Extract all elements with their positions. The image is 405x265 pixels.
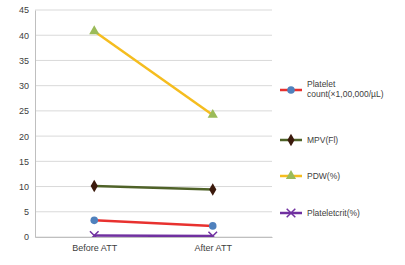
grid-line xyxy=(35,136,272,137)
x-tick: After ATT xyxy=(195,237,233,253)
y-tick: 5 xyxy=(24,207,35,217)
grid-line xyxy=(35,35,272,36)
legend-marker xyxy=(287,209,296,218)
series xyxy=(89,25,218,118)
legend-entry: MPV(Fl) xyxy=(280,134,338,146)
grid-line xyxy=(35,10,272,11)
series xyxy=(91,180,217,196)
y-tick: 45 xyxy=(19,5,35,15)
legend-marker xyxy=(286,170,296,179)
y-tick: 25 xyxy=(19,106,35,116)
y-tick: 35 xyxy=(19,56,35,66)
legend-label: MPV(Fl) xyxy=(307,135,338,145)
y-tick-label: 5 xyxy=(24,207,29,217)
legend: Plateletcount(×1,00,000/µL) MPV(Fl) PDW(%)… xyxy=(280,79,384,218)
y-tick-label: 20 xyxy=(19,131,29,141)
y-tick-label: 30 xyxy=(19,81,29,91)
y-tick-label: 40 xyxy=(19,31,29,41)
y-tick-label: 10 xyxy=(19,182,29,192)
y-tick-label: 15 xyxy=(19,157,29,167)
marker xyxy=(89,25,99,34)
y-tick: 0 xyxy=(24,232,35,242)
grid-line xyxy=(35,211,272,212)
plot-area: 0 5 10 15 20 25 30 35 40 45 Before ATT After ATT xyxy=(19,5,273,253)
chart: 0 5 10 15 20 25 30 35 40 45 Before ATT After ATT Pla… xyxy=(0,0,405,265)
x-tick: Before ATT xyxy=(72,237,117,253)
legend-marker xyxy=(287,86,295,94)
x-tick-label: After ATT xyxy=(195,243,233,253)
grid xyxy=(35,10,272,237)
grid-line xyxy=(35,110,272,111)
marker xyxy=(209,222,217,230)
x-axis: Before ATT After ATT xyxy=(36,237,273,253)
y-tick: 30 xyxy=(19,81,35,91)
legend-label: Plateletcrit(%) xyxy=(307,208,360,218)
line xyxy=(94,234,213,237)
y-tick-label: 25 xyxy=(19,106,29,116)
legend-label: PDW(%) xyxy=(307,171,340,181)
y-tick-label: 0 xyxy=(24,232,29,242)
marker xyxy=(90,231,99,237)
marker xyxy=(90,217,98,225)
series-group xyxy=(89,25,218,237)
series xyxy=(90,217,216,230)
line xyxy=(94,186,213,190)
grid-line xyxy=(35,60,272,61)
y-tick-label: 45 xyxy=(19,5,29,15)
marker xyxy=(208,109,218,118)
marker xyxy=(208,232,217,237)
line xyxy=(94,31,213,115)
y-tick: 15 xyxy=(19,157,35,167)
legend-marker xyxy=(287,134,294,146)
legend-label: Plateletcount(×1,00,000/µL) xyxy=(307,79,384,99)
y-axis-line xyxy=(35,11,36,238)
legend-entry: Plateletcount(×1,00,000/µL) xyxy=(280,79,384,99)
y-tick: 20 xyxy=(19,131,35,141)
line xyxy=(94,220,213,226)
x-tick-label: Before ATT xyxy=(72,243,117,253)
marker xyxy=(209,183,216,195)
legend-entry: PDW(%) xyxy=(280,170,340,181)
y-tick-label: 35 xyxy=(19,56,29,66)
legend-entry: Plateletcrit(%) xyxy=(280,208,360,218)
grid-line xyxy=(35,85,272,86)
x-axis-line xyxy=(36,237,273,238)
y-axis: 0 5 10 15 20 25 30 35 40 45 xyxy=(19,5,36,242)
y-tick: 40 xyxy=(19,31,35,41)
marker xyxy=(91,180,98,192)
grid-line xyxy=(35,161,272,162)
y-tick: 10 xyxy=(19,182,35,192)
series xyxy=(90,231,217,237)
